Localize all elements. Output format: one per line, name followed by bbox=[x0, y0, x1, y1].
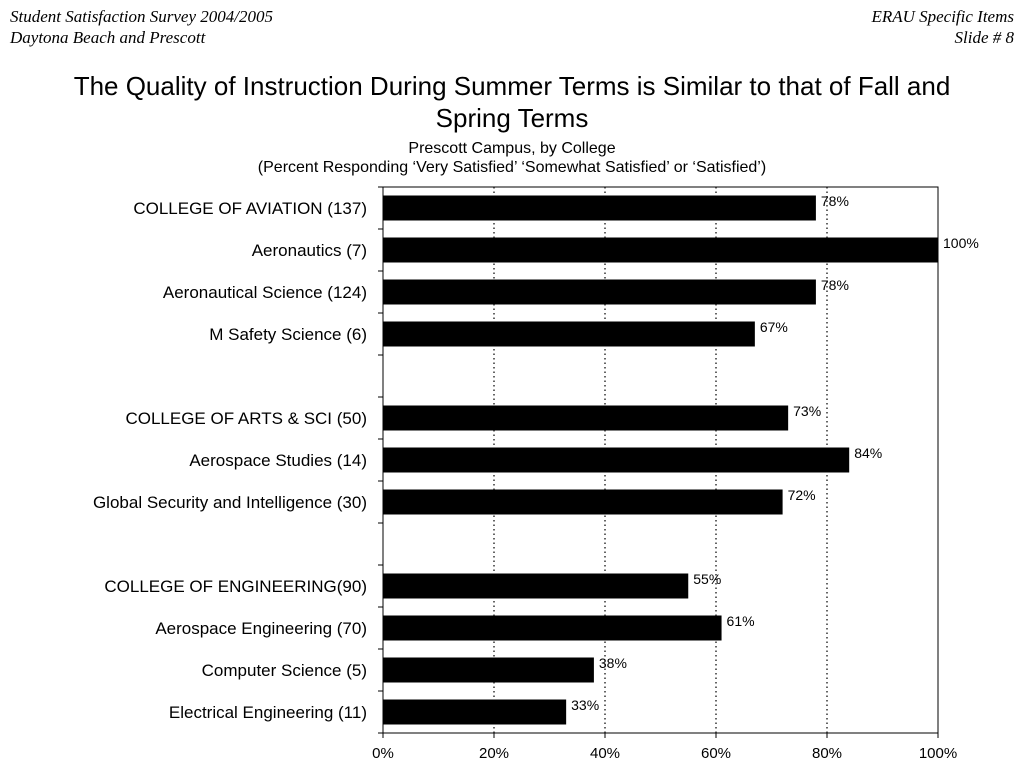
slide-number: Slide # 8 bbox=[954, 28, 1015, 47]
bar bbox=[383, 573, 689, 599]
category-label: Aeronautics (7) bbox=[252, 241, 367, 260]
data-label: 72% bbox=[788, 487, 816, 503]
bar bbox=[383, 321, 755, 347]
category-label: Computer Science (5) bbox=[202, 661, 367, 680]
bar bbox=[383, 699, 567, 725]
category-label: COLLEGE OF ENGINEERING(90) bbox=[104, 577, 367, 596]
bar bbox=[383, 615, 722, 641]
category-label: Aerospace Studies (14) bbox=[189, 451, 367, 470]
category-label: Aeronautical Science (124) bbox=[163, 283, 367, 302]
x-tick-label: 0% bbox=[372, 745, 394, 762]
category-label: COLLEGE OF ARTS & SCI (50) bbox=[125, 409, 367, 428]
data-label: 55% bbox=[693, 571, 721, 587]
section-label: ERAU Specific Items bbox=[871, 7, 1014, 26]
data-label: 78% bbox=[821, 277, 849, 293]
header-right: ERAU Specific Items Slide # 8 bbox=[871, 6, 1014, 48]
bar bbox=[383, 405, 789, 431]
chart-subtitle: Prescott Campus, by College bbox=[408, 140, 616, 157]
data-label: 67% bbox=[760, 319, 788, 335]
category-label: Electrical Engineering (11) bbox=[169, 703, 367, 722]
chart-title: The Quality of Instruction During Summer… bbox=[0, 70, 1024, 134]
bar bbox=[383, 195, 816, 221]
data-label: 100% bbox=[943, 235, 979, 251]
data-label: 61% bbox=[727, 613, 755, 629]
x-tick-label: 20% bbox=[479, 745, 509, 762]
bar bbox=[383, 237, 938, 263]
data-label: 78% bbox=[821, 193, 849, 209]
survey-location: Daytona Beach and Prescott bbox=[10, 28, 206, 47]
chart-title-line1: The Quality of Instruction During Summer… bbox=[73, 71, 951, 101]
category-label: Aerospace Engineering (70) bbox=[155, 619, 367, 638]
data-label: 38% bbox=[599, 655, 627, 671]
data-label: 33% bbox=[571, 697, 599, 713]
header-left: Student Satisfaction Survey 2004/2005 Da… bbox=[10, 6, 273, 48]
x-tick-label: 100% bbox=[919, 745, 957, 762]
x-tick-label: 40% bbox=[590, 745, 620, 762]
data-label: 84% bbox=[854, 445, 882, 461]
x-tick-label: 60% bbox=[701, 745, 731, 762]
bar bbox=[383, 279, 816, 305]
survey-title: Student Satisfaction Survey 2004/2005 bbox=[10, 7, 273, 26]
category-label: COLLEGE OF AVIATION (137) bbox=[133, 199, 367, 218]
data-label: 73% bbox=[793, 403, 821, 419]
chart-note: (Percent Responding ‘Very Satisfied’ ‘So… bbox=[257, 159, 767, 176]
bar bbox=[383, 657, 594, 683]
category-label: M Safety Science (6) bbox=[209, 325, 367, 344]
bar bbox=[383, 447, 850, 473]
bar bbox=[383, 489, 783, 515]
x-tick-label: 80% bbox=[812, 745, 842, 762]
category-label: Global Security and Intelligence (30) bbox=[93, 493, 367, 512]
chart-title-line2: Spring Terms bbox=[435, 103, 589, 133]
